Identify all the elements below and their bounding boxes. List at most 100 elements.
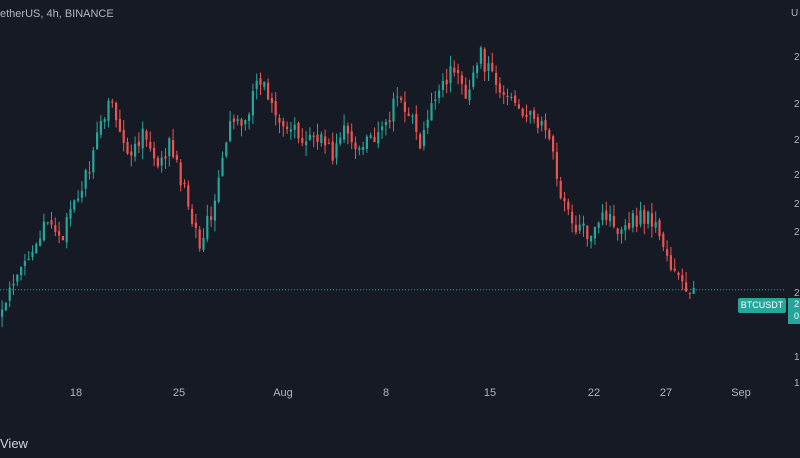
candle-body [145, 131, 148, 140]
candle-body [407, 113, 410, 116]
candle-body [639, 210, 642, 225]
candle-body [673, 268, 676, 271]
candle-body [217, 177, 220, 202]
candle-body [202, 237, 205, 250]
time-tick-label: 27 [659, 387, 673, 399]
tradingview-watermark: View [0, 436, 28, 451]
candle-body [502, 92, 505, 96]
candle-body [1, 309, 4, 317]
candle-body [137, 141, 140, 146]
candle-body [605, 210, 608, 220]
candle-body [198, 229, 201, 249]
candle-body [476, 65, 479, 73]
candle-body [187, 185, 190, 207]
candle-body [468, 89, 471, 101]
candle-body [688, 292, 691, 294]
candle-body [647, 211, 650, 224]
candle-body [609, 214, 612, 222]
candle-body [373, 136, 376, 143]
candle-body [597, 222, 600, 228]
candle-body [263, 81, 266, 87]
candle-body [194, 222, 197, 228]
candle-body [206, 215, 209, 240]
price-tick-label: 2 [794, 135, 800, 146]
candle-body [384, 121, 387, 126]
candle-body [191, 208, 194, 224]
candle-body [590, 235, 593, 242]
candle-body [46, 222, 49, 224]
candle-body [331, 141, 334, 161]
candle-body [453, 67, 456, 73]
candle-body [35, 244, 38, 254]
candle-body [498, 83, 501, 93]
candle-body [487, 63, 490, 72]
candle-body [506, 95, 509, 98]
candle-body [122, 129, 125, 143]
candle-body [92, 150, 95, 173]
candle-body [168, 138, 171, 157]
candle-body [388, 120, 391, 123]
candle-body [213, 200, 216, 221]
candle-body [472, 72, 475, 87]
candle-body [631, 213, 634, 228]
time-tick-label: 8 [382, 387, 390, 399]
candle-body [346, 125, 349, 134]
price-tick-label: 2 [794, 227, 800, 238]
candle-body [58, 231, 61, 236]
candle-body [464, 84, 467, 99]
candle-body [392, 98, 395, 122]
candle-body [430, 102, 433, 121]
candle-body [308, 134, 311, 140]
candle-body [559, 181, 562, 199]
candle-body [305, 141, 308, 146]
candle-body [377, 132, 380, 144]
candle-body [677, 272, 680, 276]
candle-body [434, 99, 437, 102]
candle-body [403, 101, 406, 112]
candle-body [61, 236, 64, 241]
candle-body [16, 274, 19, 282]
time-tick-label: 18 [69, 387, 83, 399]
price-tick-label: 1 [794, 352, 800, 363]
candle-body [232, 118, 235, 122]
candle-body [73, 200, 76, 210]
candle-body [316, 134, 319, 143]
candle-body [692, 287, 695, 294]
candle-body [415, 114, 418, 132]
symbol-title: etherUS, 4h, BINANCE [0, 8, 114, 20]
time-tick-label: Aug [273, 387, 293, 399]
candle-body [445, 79, 448, 85]
candle-body [396, 96, 399, 98]
candle-body [274, 101, 277, 116]
candle-body [69, 209, 72, 219]
candle-body [4, 302, 7, 311]
candle-body [681, 275, 684, 282]
candle-body [248, 114, 251, 121]
candle-body [381, 126, 384, 131]
candle-body [259, 78, 262, 85]
candle-body [593, 226, 596, 239]
candle-body [654, 222, 657, 228]
candle-body [343, 125, 346, 140]
candle-body [160, 157, 163, 166]
candle-body [582, 223, 585, 227]
candle-body [422, 130, 425, 147]
last-price-line-1: 2 [794, 299, 800, 309]
candle-body [426, 119, 429, 128]
candle-body [544, 120, 547, 131]
candle-body [533, 110, 536, 119]
candle-body [643, 209, 646, 224]
candle-body [362, 147, 365, 151]
candle-body [578, 224, 581, 231]
candle-body [483, 49, 486, 72]
candle-body [567, 201, 570, 210]
candle-body [563, 197, 566, 202]
price-tick-label: 2 [794, 199, 800, 210]
candle-body [411, 115, 414, 117]
candle-body [149, 141, 152, 149]
candle-body [548, 130, 551, 139]
candle-body [282, 120, 285, 127]
candle-body [293, 124, 296, 130]
